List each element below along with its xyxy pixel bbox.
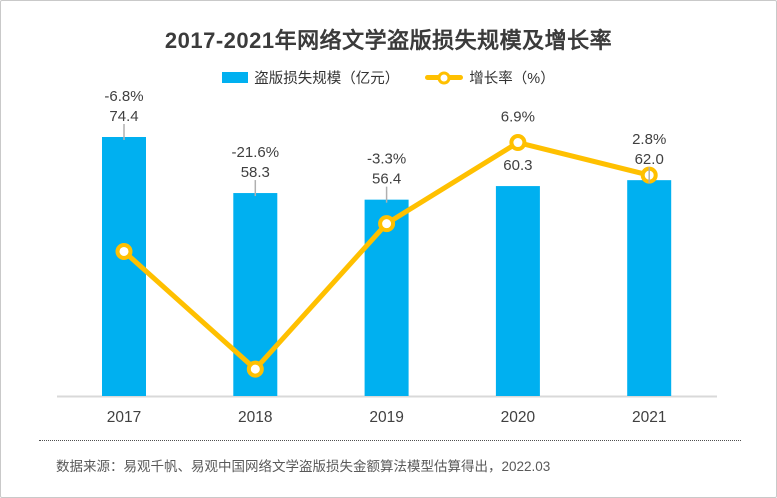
growth-value-label-2021: 2.8% — [632, 131, 666, 148]
legend-item-bar-series: 盗版损失规模（亿元） — [222, 67, 399, 88]
growth-marker-2020 — [509, 134, 527, 152]
legend-item-line-series: 增长率（%） — [425, 67, 555, 88]
source-note: 数据来源：易观千帆、易观中国网络文学盗版损失金额算法模型估算得出，2022.03 — [56, 459, 551, 474]
legend-label-line-series: 增长率（%） — [469, 71, 555, 87]
bar-value-label-2020: 60.3 — [503, 157, 532, 174]
growth-value-label-2018: -21.6% — [232, 144, 280, 161]
chart-title: 2017-2021年网络文学盗版损失规模及增长率 — [164, 28, 613, 53]
growth-value-label-2019: -3.3% — [367, 151, 406, 168]
bar-2020 — [495, 186, 540, 396]
legend: 盗版损失规模（亿元） 增长率（%） — [1, 67, 776, 88]
bar-value-label-2017: 74.4 — [109, 108, 138, 125]
x-axis-label-2021: 2021 — [632, 409, 666, 426]
bar-value-label-2021: 62.0 — [635, 151, 664, 168]
growth-value-label-2017: -6.8% — [104, 88, 143, 105]
legend-label-bar-series: 盗版损失规模（亿元） — [254, 71, 400, 87]
bar-series-swatch-icon — [222, 72, 249, 83]
line-marker-icon — [437, 71, 451, 84]
growth-marker-2019 — [378, 215, 396, 233]
growth-marker-2017 — [115, 242, 133, 260]
x-axis-label-2020: 2020 — [501, 409, 536, 426]
bar-2019 — [364, 199, 409, 396]
bar-2021 — [627, 180, 672, 396]
bar-value-label-2018: 58.3 — [241, 164, 270, 181]
x-axis-label-2018: 2018 — [238, 409, 272, 426]
line-series-swatch-icon — [425, 71, 464, 84]
growth-value-label-2020: 6.9% — [501, 109, 535, 126]
x-axis-label-2017: 2017 — [107, 409, 141, 426]
bar-value-label-2019: 56.4 — [372, 171, 401, 188]
growth-marker-2018 — [246, 360, 264, 378]
x-axis-label-2019: 2019 — [369, 409, 403, 426]
divider-dotted — [39, 440, 741, 441]
